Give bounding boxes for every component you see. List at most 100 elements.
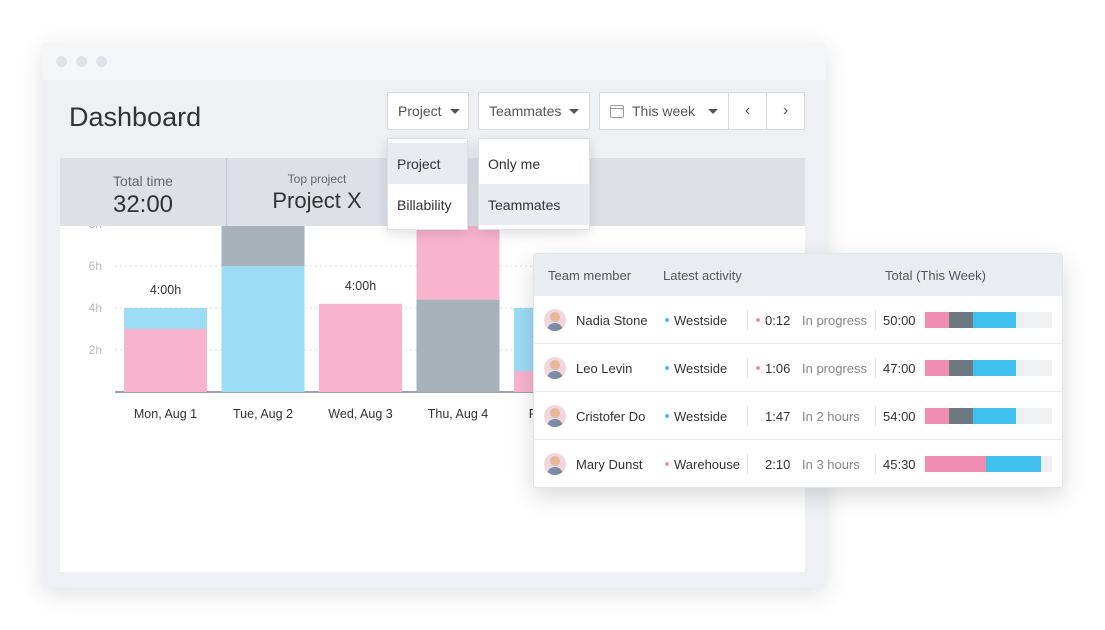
project-dot-icon: [665, 414, 669, 418]
chevron-right-icon: ›: [782, 102, 789, 119]
week-filter-label: This week: [632, 103, 696, 119]
member-total: 45:30: [883, 457, 916, 472]
member-project: Westside: [674, 313, 728, 328]
total-bar-segment: [949, 408, 973, 424]
member-name: Leo Levin: [576, 361, 633, 376]
member-project: Westside: [674, 409, 728, 424]
window-dot-icon: [76, 56, 87, 67]
avatar: [544, 309, 566, 331]
activity-status: In progress: [802, 361, 868, 376]
next-week-button[interactable]: ›: [766, 92, 805, 130]
total-bar-segment: [986, 456, 1041, 472]
x-tick-label: Thu, Aug 4: [428, 407, 489, 421]
caret-down-icon: [569, 108, 580, 114]
activity-status: In progress: [802, 313, 868, 328]
divider: [875, 310, 876, 330]
member-total: 54:00: [883, 409, 916, 424]
total-bar-segment: [925, 456, 986, 472]
bar-total-label: 4:00h: [345, 279, 376, 293]
table-row[interactable]: Mary Dunst Warehouse 2:10 In 3 hours 45:30: [534, 440, 1062, 487]
avatar: [544, 405, 566, 427]
top-project-stat: Top project Project X: [227, 158, 407, 226]
window-titlebar: [42, 42, 826, 80]
project-filter[interactable]: Project: [387, 92, 469, 130]
total-bar-segment: [973, 360, 1016, 376]
activity-status: In 2 hours: [802, 409, 860, 424]
teammates-filter[interactable]: Teammates: [478, 92, 590, 130]
divider: [747, 454, 748, 474]
teammates-dropdown-option[interactable]: Teammates: [479, 184, 589, 225]
week-filter[interactable]: This week: [599, 92, 729, 130]
avatar: [544, 357, 566, 379]
total-time-stat: Total time 32:00: [60, 158, 227, 226]
activity-time: 1:47: [765, 409, 791, 424]
member-project: Westside: [674, 361, 728, 376]
bar-total-label: 4:00h: [150, 283, 181, 297]
activity-time: 1:06: [765, 361, 791, 376]
total-bar-segment: [925, 408, 949, 424]
member-total: 47:00: [883, 361, 916, 376]
caret-down-icon: [708, 108, 718, 114]
divider: [875, 454, 876, 474]
top-project-value: Project X: [272, 188, 362, 213]
divider: [747, 310, 748, 330]
total-bar-segment: [949, 312, 973, 328]
divider: [747, 406, 748, 426]
total-bar-segment: [925, 360, 949, 376]
bar-segment: [319, 303, 402, 392]
member-name: Mary Dunst: [576, 457, 643, 472]
teammates-dropdown-option[interactable]: Only me: [488, 155, 541, 172]
team-table-header: Team member Latest activity Total (This …: [534, 254, 1062, 296]
previous-week-button[interactable]: ‹: [728, 92, 767, 130]
y-tick-label: 4h: [89, 301, 102, 315]
y-tick-label: 6h: [89, 259, 102, 273]
top-project-label: Top project: [287, 172, 347, 186]
header-total: Total (This Week): [885, 268, 986, 283]
project-dot-icon: [665, 462, 669, 466]
recording-dot-icon: [756, 318, 760, 322]
x-tick-label: Tue, Aug 2: [233, 407, 293, 421]
total-bar-segment: [925, 312, 949, 328]
divider: [875, 358, 876, 378]
bar-segment: [221, 226, 305, 266]
teammates-filter-label: Teammates: [489, 103, 562, 119]
table-row[interactable]: Leo Levin Westside 1:06 In progress 47:00: [534, 344, 1062, 392]
project-filter-label: Project: [398, 103, 442, 119]
y-tick-label: 2h: [89, 343, 102, 357]
calendar-icon: [610, 104, 624, 118]
member-name: Nadia Stone: [576, 313, 648, 328]
total-bar-segment: [949, 360, 973, 376]
window-dot-icon: [56, 56, 67, 67]
caret-down-icon: [449, 108, 460, 114]
bar-segment: [416, 226, 500, 300]
table-row[interactable]: Cristofer Do Westside 1:47 In 2 hours 54:00: [534, 392, 1062, 440]
recording-dot-icon: [756, 366, 760, 370]
chevron-left-icon: ‹: [744, 102, 751, 119]
member-project: Warehouse: [674, 457, 740, 472]
avatar: [544, 453, 566, 475]
x-tick-label: Mon, Aug 1: [134, 407, 197, 421]
total-bar-segment: [973, 312, 1016, 328]
total-bar-segment: [973, 408, 1016, 424]
x-tick-label: Wed, Aug 3: [328, 407, 392, 421]
page-title: Dashboard: [69, 102, 202, 132]
project-dropdown-option[interactable]: Project: [388, 143, 467, 184]
total-time-value: 32:00: [112, 191, 174, 218]
header-team-member: Team member: [548, 268, 632, 283]
member-total: 50:00: [883, 313, 916, 328]
activity-status: In 3 hours: [802, 457, 860, 472]
project-dropdown-option[interactable]: Billability: [397, 196, 452, 213]
header-latest-activity: Latest activity: [663, 268, 742, 283]
y-tick-label: 8h: [89, 226, 102, 231]
teammates-dropdown-menu: Only me Teammates: [478, 138, 590, 230]
divider: [747, 358, 748, 378]
project-dropdown-menu: Project Billability: [387, 138, 468, 230]
bar-segment: [124, 329, 207, 392]
project-dot-icon: [665, 366, 669, 370]
team-activity-card: Team member Latest activity Total (This …: [533, 253, 1063, 488]
activity-time: 0:12: [765, 313, 791, 328]
window-dot-icon: [96, 56, 107, 67]
table-row[interactable]: Nadia Stone Westside 0:12 In progress 50:00: [534, 296, 1062, 344]
divider: [875, 406, 876, 426]
project-dot-icon: [665, 318, 669, 322]
